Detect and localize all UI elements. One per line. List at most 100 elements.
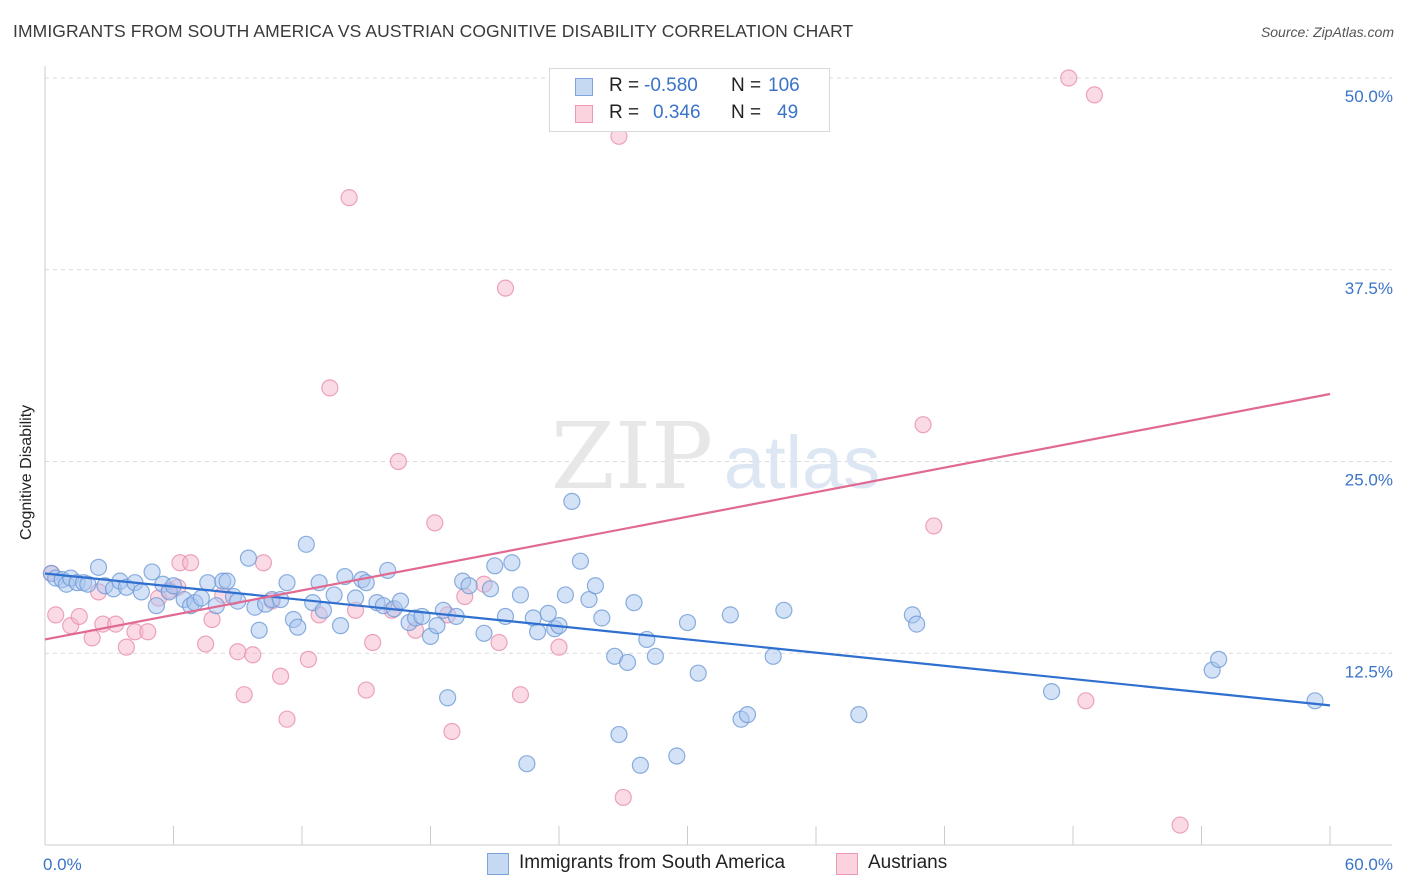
bottom-legend-swatch-blue: [487, 853, 509, 875]
trend-line-austrians: [44, 392, 1331, 641]
data-point: [89, 558, 108, 576]
watermark-zip: ZIP: [551, 403, 713, 510]
data-point: [1085, 86, 1104, 104]
axes: [44, 66, 1392, 846]
data-point: [528, 623, 547, 641]
data-point: [593, 609, 611, 627]
data-point: [1306, 692, 1324, 710]
data-point: [182, 554, 200, 572]
data-point: [460, 577, 478, 595]
data-point: [625, 594, 643, 612]
y-tick-label: 25.0%: [1345, 471, 1393, 490]
south-america-points: [42, 492, 1324, 774]
trend-line-south-america: [44, 572, 1331, 707]
data-point: [556, 586, 575, 604]
legend-n-value: 49: [777, 102, 799, 123]
data-point: [908, 615, 926, 633]
data-point: [244, 646, 262, 664]
data-point: [197, 635, 215, 653]
y-tick-label: 50.0%: [1345, 87, 1393, 106]
y-axis-label: Cognitive Disability: [18, 404, 35, 540]
data-point: [775, 601, 793, 619]
data-point: [443, 722, 461, 741]
bottom-legend-label: Immigrants from South America: [519, 852, 786, 873]
data-point: [340, 189, 358, 207]
legend-swatch-pink: [575, 105, 593, 123]
data-point: [278, 574, 296, 592]
data-point: [511, 586, 530, 604]
data-point: [254, 554, 273, 572]
data-point: [428, 617, 446, 635]
y-tick-label: 12.5%: [1345, 662, 1393, 681]
data-point: [321, 379, 339, 397]
bottom-legend-label: Austrians: [868, 852, 948, 873]
data-point: [132, 583, 150, 601]
data-point: [689, 664, 707, 682]
data-point: [610, 725, 628, 744]
data-point: [503, 554, 521, 572]
legend-n-value: 106: [768, 75, 800, 96]
data-point: [297, 535, 315, 553]
data-point: [199, 574, 217, 592]
legend-n-label: N =: [731, 75, 762, 96]
data-point: [289, 618, 307, 636]
legend-n-label: N =: [731, 102, 762, 123]
y-tick-label: 37.5%: [1345, 279, 1393, 298]
watermark-atlas: atlas: [724, 421, 880, 504]
data-point: [496, 279, 515, 297]
data-point: [299, 650, 318, 668]
data-point: [271, 667, 290, 685]
data-point: [511, 686, 530, 704]
data-point: [481, 580, 500, 598]
data-point: [346, 589, 365, 607]
data-point: [117, 638, 135, 656]
watermark: ZIP atlas: [551, 403, 880, 510]
data-point: [331, 617, 350, 635]
correlation-legend: R = -0.580 N = 106 R = 0.346 N = 49: [549, 68, 830, 132]
data-point: [314, 601, 333, 619]
data-point: [439, 689, 457, 707]
data-point: [79, 575, 97, 593]
data-point: [1042, 682, 1061, 701]
data-point: [914, 416, 932, 434]
data-point: [357, 681, 375, 699]
data-point: [550, 638, 568, 656]
data-point: [475, 624, 493, 642]
data-point: [925, 517, 943, 535]
data-point: [738, 706, 757, 724]
tick-labels: 12.5% 25.0% 37.5% 50.0% 0.0% 60.0%: [43, 87, 1393, 874]
data-point: [143, 563, 161, 581]
data-point: [235, 686, 253, 704]
data-point: [571, 552, 590, 570]
data-point: [1210, 650, 1228, 668]
data-point: [631, 756, 649, 774]
legend-r-label: R =: [609, 75, 640, 96]
data-point: [646, 647, 664, 665]
bottom-legend-swatch-pink: [836, 853, 858, 875]
legend-swatch-blue: [575, 78, 593, 96]
data-point: [721, 606, 739, 624]
data-point: [70, 607, 88, 626]
data-point: [147, 597, 165, 615]
data-point: [218, 572, 236, 590]
data-point: [426, 514, 444, 532]
data-point: [47, 606, 65, 624]
data-point: [229, 643, 247, 661]
data-point: [139, 623, 157, 641]
data-point: [678, 613, 697, 632]
data-point: [278, 710, 296, 728]
data-point: [614, 788, 632, 807]
data-point: [518, 755, 536, 773]
data-point: [192, 589, 210, 607]
gridlines: [45, 77, 1392, 654]
x-tick-label: 60.0%: [1345, 855, 1393, 874]
data-point: [486, 557, 504, 575]
data-point: [490, 633, 508, 652]
legend-r-label: R =: [609, 102, 640, 123]
data-point: [539, 604, 557, 622]
legend-r-value: 0.346: [653, 102, 701, 123]
legend-r-value: -0.580: [644, 75, 698, 96]
chart-title: IMMIGRANTS FROM SOUTH AMERICA VS AUSTRIA…: [13, 21, 854, 41]
data-point: [764, 647, 782, 665]
